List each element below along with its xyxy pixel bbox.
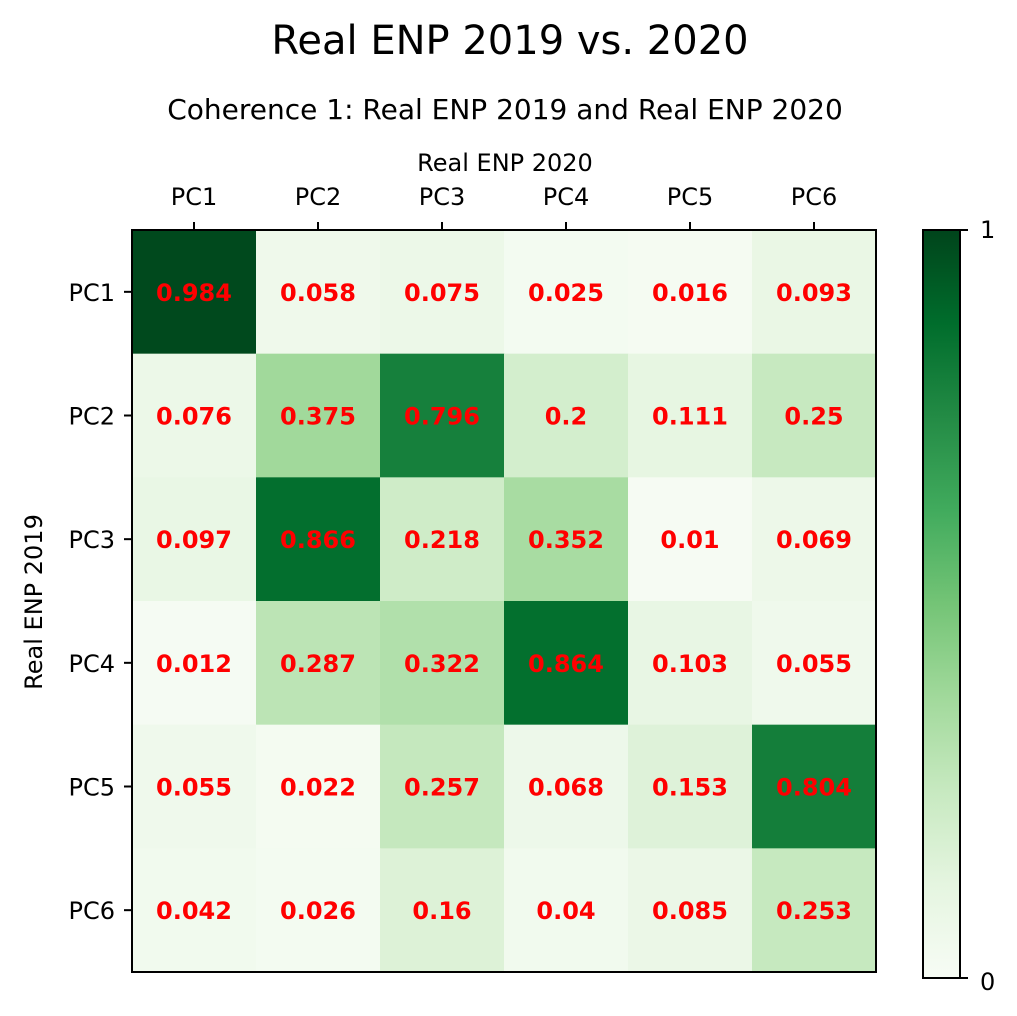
- heatmap-cell: [628, 848, 753, 973]
- y-tick-label: PC3: [69, 526, 116, 554]
- heatmap-cell: [504, 230, 629, 355]
- heatmap-cell: [256, 353, 381, 478]
- y-tick-label: PC6: [69, 897, 116, 925]
- heatmap-cell: [380, 353, 505, 478]
- colorbar-label-max: 1: [980, 216, 995, 244]
- heatmap-cell: [504, 353, 629, 478]
- chart-title: Real ENP 2019 vs. 2020: [271, 18, 748, 64]
- cell-value-label: 0.864: [528, 650, 604, 678]
- heatmap-cell: [504, 724, 629, 849]
- x-tick-label: PC1: [171, 183, 218, 211]
- heatmap-cell: [380, 601, 505, 726]
- cell-value-label: 0.012: [156, 650, 232, 678]
- cell-value-label: 0.093: [776, 279, 852, 307]
- cell-value-label: 0.2: [545, 403, 588, 431]
- heatmap-cell: [628, 724, 753, 849]
- cell-value-label: 0.322: [404, 650, 480, 678]
- heatmap-cell: [752, 724, 877, 849]
- cell-value-label: 0.068: [528, 774, 604, 802]
- x-tick-label: PC5: [667, 183, 714, 211]
- y-axis-ticks: PC1 PC2 PC3 PC4 PC5 PC6: [69, 279, 132, 925]
- cell-value-label: 0.16: [412, 897, 471, 925]
- y-tick-label: PC2: [69, 403, 116, 431]
- cell-value-label: 0.025: [528, 279, 604, 307]
- heatmap-cell: [132, 353, 257, 478]
- heatmap-cell: [752, 601, 877, 726]
- cell-value-label: 0.04: [536, 897, 595, 925]
- heatmap-cell: [256, 724, 381, 849]
- heatmap-cell: [380, 230, 505, 355]
- heatmap-cell: [504, 601, 629, 726]
- heatmap-cell: [380, 477, 505, 602]
- x-tick-label: PC2: [295, 183, 342, 211]
- plot-frame: [131, 229, 877, 973]
- cell-value-label: 0.218: [404, 526, 480, 554]
- heatmap-cell: [132, 477, 257, 602]
- cell-value-label: 0.055: [776, 650, 852, 678]
- cell-value-label: 0.016: [652, 279, 728, 307]
- cell-value-label: 0.287: [280, 650, 356, 678]
- cell-value-label: 0.097: [156, 526, 232, 554]
- heatmap-cell: [628, 353, 753, 478]
- heatmap-cell: [752, 353, 877, 478]
- heatmap-cells: [132, 230, 877, 973]
- cell-value-label: 0.026: [280, 897, 356, 925]
- cell-value-label: 0.253: [776, 897, 852, 925]
- x-tick-label: PC6: [791, 183, 838, 211]
- cell-value-label: 0.153: [652, 774, 728, 802]
- heatmap-value-labels: 0.984 0.058 0.075 0.025 0.016 0.093 0.076 0.375…: [156, 279, 852, 925]
- cell-value-label: 0.25: [784, 403, 843, 431]
- heatmap-cell: [132, 848, 257, 973]
- y-tick-label: PC4: [69, 650, 116, 678]
- colorbar: 1 0: [922, 216, 995, 996]
- heatmap-cell: [752, 848, 877, 973]
- x-axis-ticks: PC1 PC2 PC3 PC4 PC5 PC6: [171, 183, 838, 230]
- cell-value-label: 0.042: [156, 897, 232, 925]
- cell-value-label: 0.085: [652, 897, 728, 925]
- cell-value-label: 0.01: [660, 526, 719, 554]
- heatmap-cell: [256, 477, 381, 602]
- heatmap-cell: [132, 601, 257, 726]
- cell-value-label: 0.022: [280, 774, 356, 802]
- colorbar-gradient: [922, 229, 961, 979]
- colorbar-label-min: 0: [980, 968, 995, 996]
- heatmap-cell: [380, 724, 505, 849]
- cell-value-label: 0.069: [776, 526, 852, 554]
- cell-value-label: 0.075: [404, 279, 480, 307]
- heatmap-cell: [628, 477, 753, 602]
- heatmap-cell: [752, 477, 877, 602]
- cell-value-label: 0.103: [652, 650, 728, 678]
- x-axis-label: Real ENP 2020: [417, 149, 593, 177]
- cell-value-label: 0.352: [528, 526, 604, 554]
- heatmap-cell: [628, 230, 753, 355]
- heatmap-cell: [256, 230, 381, 355]
- cell-value-label: 0.796: [404, 403, 480, 431]
- y-tick-label: PC5: [69, 774, 116, 802]
- cell-value-label: 0.055: [156, 774, 232, 802]
- cell-value-label: 0.058: [280, 279, 356, 307]
- y-axis-label: Real ENP 2019: [20, 514, 48, 690]
- heatmap-cell: [256, 848, 381, 973]
- heatmap-cell: [628, 601, 753, 726]
- cell-value-label: 0.984: [156, 279, 232, 307]
- cell-value-label: 0.111: [652, 403, 728, 431]
- x-tick-label: PC3: [419, 183, 466, 211]
- cell-value-label: 0.257: [404, 774, 480, 802]
- heatmap-cell: [752, 230, 877, 355]
- cell-value-label: 0.076: [156, 403, 232, 431]
- heatmap-cell: [504, 848, 629, 973]
- cell-value-label: 0.375: [280, 403, 356, 431]
- y-tick-label: PC1: [69, 279, 116, 307]
- cell-value-label: 0.866: [280, 526, 356, 554]
- heatmap-cell: [256, 601, 381, 726]
- heatmap-cell: [132, 724, 257, 849]
- heatmap-cell: [132, 230, 257, 355]
- heatmap-cell: [504, 477, 629, 602]
- heatmap-cell: [380, 848, 505, 973]
- chart-subtitle: Coherence 1: Real ENP 2019 and Real ENP …: [167, 93, 843, 126]
- x-tick-label: PC4: [543, 183, 590, 211]
- cell-value-label: 0.804: [776, 774, 852, 802]
